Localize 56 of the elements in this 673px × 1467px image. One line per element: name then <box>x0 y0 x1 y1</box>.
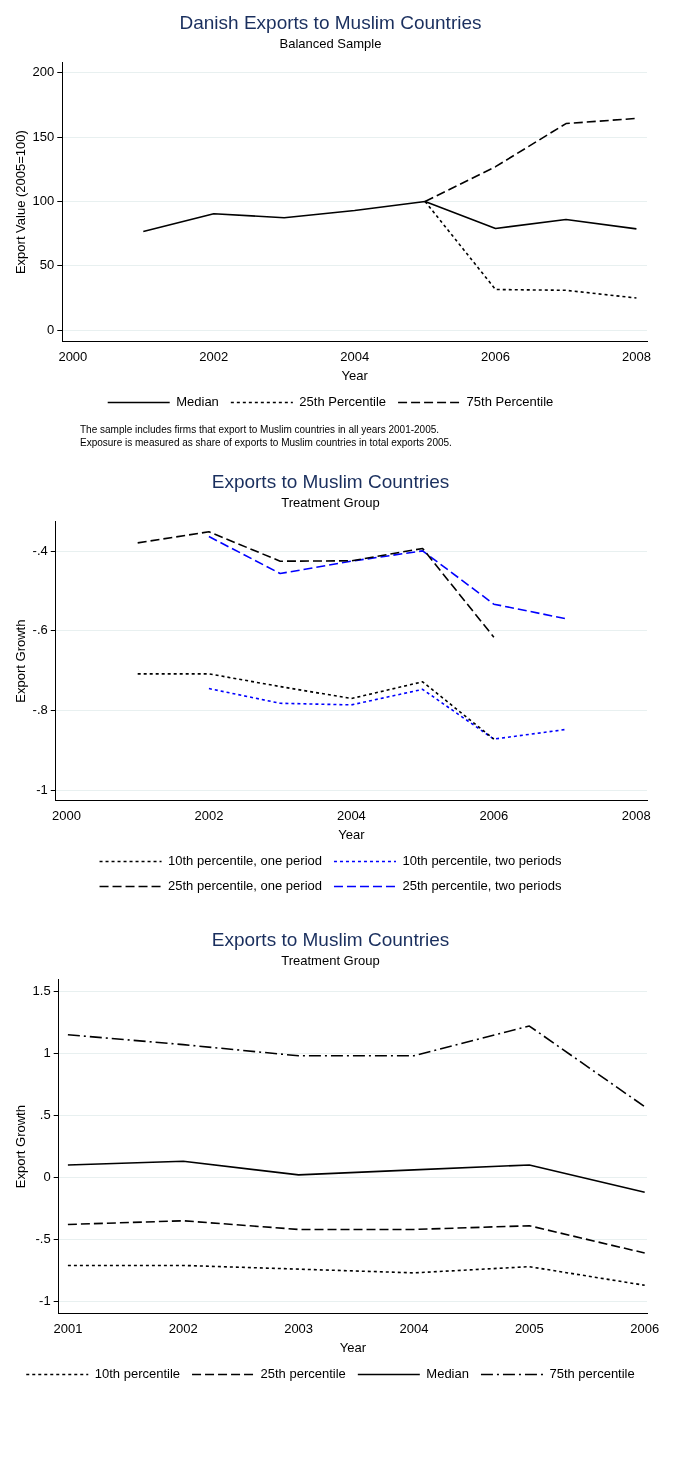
y-tick-label: 50 <box>39 257 55 273</box>
y-tick-label: -1 <box>36 781 48 797</box>
y-tick-label: 100 <box>32 193 55 209</box>
chart-title: Exports to Muslim Countries <box>211 470 450 492</box>
y-tick-label: -.6 <box>32 622 48 638</box>
text: Exposure is measured as share of exports to Muslim countries in total exports 2005. <box>79 436 453 449</box>
y-tick-label: 200 <box>32 64 55 80</box>
legend-label: 75th Percentile <box>466 394 554 410</box>
x-tick-label: 2006 <box>481 349 510 365</box>
legend-label: 10th percentile <box>94 1366 181 1382</box>
y-tick-label: 0 <box>43 1168 51 1184</box>
x-tick-label: 2000 <box>58 349 88 365</box>
x-tick-label: 2002 <box>199 349 229 365</box>
y-axis-title: Export Growth <box>13 1105 29 1189</box>
chart-subtitle: Treatment Group <box>281 953 380 969</box>
x-tick-label: 2006 <box>479 808 509 824</box>
y-tick-label: 1 <box>43 1044 51 1060</box>
x-tick-label: 2008 <box>621 808 651 824</box>
chart-title: Exports to Muslim Countries <box>211 928 450 950</box>
x-tick-label: 2000 <box>51 808 81 824</box>
y-tick-label: -.5 <box>35 1230 51 1246</box>
legend-label: 10th percentile, one period <box>168 853 322 869</box>
chart-title: Danish Exports to Muslim Countries <box>179 11 482 33</box>
x-tick-label: 2003 <box>284 1321 314 1337</box>
chart-subtitle: Balanced Sample <box>279 36 382 52</box>
legend-label: 25th percentile, one period <box>168 878 322 894</box>
x-axis-title: Year <box>341 367 369 383</box>
x-tick-label: 2004 <box>399 1321 429 1337</box>
legend-label: 25th Percentile <box>299 394 387 410</box>
x-axis-title: Year <box>339 1339 367 1355</box>
y-tick-label: 0 <box>47 321 55 337</box>
x-tick-label: 2005 <box>514 1321 544 1337</box>
x-tick-label: 2004 <box>340 349 370 365</box>
y-tick-label: 150 <box>32 128 55 144</box>
legend-label: 75th percentile <box>549 1366 635 1382</box>
x-tick-label: 2004 <box>336 808 366 824</box>
x-tick-label: 2008 <box>621 349 651 365</box>
legend-label: 25th percentile <box>260 1366 346 1382</box>
y-axis-title: Export Value (2005=100) <box>13 130 29 275</box>
legend-label: 25th percentile, two periods <box>402 878 562 894</box>
x-axis-title: Year <box>338 826 366 842</box>
y-tick-label: -1 <box>39 1292 51 1308</box>
legend-label: Median <box>176 394 219 410</box>
legend-label: 10th percentile, two periods <box>402 853 562 869</box>
y-tick-label: .5 <box>39 1106 51 1122</box>
x-tick-label: 2002 <box>168 1321 198 1337</box>
x-tick-label: 2001 <box>53 1321 83 1337</box>
chart-subtitle: Treatment Group <box>281 495 380 511</box>
y-tick-label: -.4 <box>32 542 48 558</box>
x-tick-label: 2006 <box>630 1321 660 1337</box>
legend-label: Median <box>426 1366 469 1382</box>
y-tick-label: -.8 <box>32 702 48 718</box>
x-tick-label: 2002 <box>194 808 224 824</box>
text: The sample includes firms that export to Muslim countries in all years 2001-2005. <box>79 423 441 436</box>
y-axis-title: Export Growth <box>13 619 29 703</box>
y-tick-label: 1.5 <box>32 982 51 998</box>
